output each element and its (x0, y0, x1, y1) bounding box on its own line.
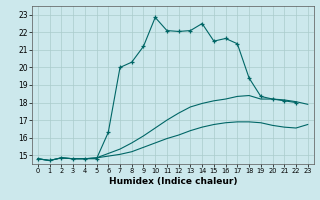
X-axis label: Humidex (Indice chaleur): Humidex (Indice chaleur) (108, 177, 237, 186)
